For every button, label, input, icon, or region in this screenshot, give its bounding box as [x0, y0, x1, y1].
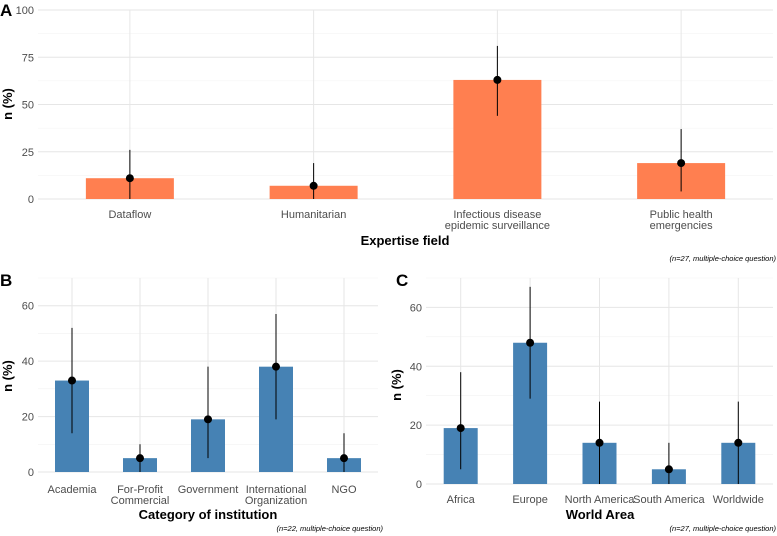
- panel-a-y-axis-title: n (%): [0, 88, 15, 120]
- panel-c-point: [595, 438, 604, 447]
- panel-c-tag: C: [396, 271, 408, 290]
- panel-a-x-tick-label: Infectious disease epidemic surveillance: [445, 209, 550, 232]
- panel-a-y-tick-label: 75: [22, 52, 34, 64]
- panel-c-y-tick-label: 40: [410, 361, 422, 373]
- panel-b-x-tick-label: NGO: [331, 484, 357, 496]
- panel-c-caption: (n=27, multiple-choice question): [669, 524, 776, 533]
- panel-b-caption: (n=22, multiple-choice question): [276, 524, 383, 533]
- panel-c-x-tick-label: Worldwide: [713, 494, 764, 506]
- panel-a-point: [677, 159, 686, 168]
- panel-b-y-tick-label: 40: [22, 356, 34, 368]
- panel-b: 0 20 40 60 Academia For-Profit Commercial Gover…: [0, 271, 383, 533]
- panel-b-y-tick-label: 60: [22, 301, 34, 313]
- panel-b-x-tick-label: For-Profit Commercial: [111, 484, 170, 507]
- panel-b-x-axis-title: Category of institution: [139, 507, 278, 522]
- panel-b-x-tick-label: Government: [178, 484, 239, 496]
- panel-c-x-tick-label: Europe: [512, 494, 547, 506]
- panel-a-x-tick-label: Dataflow: [108, 209, 151, 221]
- panel-b-tag: B: [0, 271, 12, 290]
- panel-a-tag: A: [0, 1, 12, 20]
- panel-c-point: [664, 465, 673, 474]
- panel-b-y-tick-label: 20: [22, 412, 34, 424]
- panel-a: 0 25 50 75 100 Dataflow Humanitarian Infectious…: [0, 1, 776, 263]
- panel-a-y-tick-label: 25: [22, 147, 34, 159]
- panel-b-y-axis-title: n (%): [0, 360, 15, 392]
- panel-c-point: [456, 424, 465, 433]
- panel-a-y-tick-label: 100: [16, 5, 34, 17]
- panel-b-x-tick-label: Academia: [48, 484, 98, 496]
- panel-b-point: [272, 362, 280, 371]
- panel-b-point: [136, 454, 144, 463]
- panel-c-x-axis-title: World Area: [566, 507, 635, 522]
- panel-a-point: [309, 181, 318, 190]
- panel-b-point: [204, 415, 212, 424]
- panel-c-x-tick-label: North America: [565, 494, 636, 506]
- panel-c-point: [526, 338, 535, 347]
- panel-a-caption: (n=27, multiple-choice question): [669, 254, 776, 263]
- panel-a-point: [493, 75, 502, 84]
- panel-b-point: [340, 454, 348, 463]
- panel-a-x-axis-title: Expertise field: [361, 233, 450, 248]
- panel-a-x-tick-label: Public health emergencies: [650, 209, 713, 232]
- panel-a-y-tick-label: 50: [22, 100, 34, 112]
- panel-c-point: [734, 438, 743, 447]
- panel-b-x-tick-label: International Organization: [245, 484, 307, 507]
- panel-c-x-tick-label: Africa: [447, 494, 476, 506]
- panel-b-point: [68, 376, 76, 385]
- panel-a-x-tick-label: Humanitarian: [281, 209, 346, 221]
- panel-c-y-tick-label: 0: [416, 479, 422, 491]
- panel-c-x-tick-label: South America: [633, 494, 705, 506]
- panel-a-y-tick-label: 0: [28, 194, 34, 206]
- panel-a-point: [125, 174, 134, 183]
- panel-c-y-axis-title: n (%): [389, 369, 404, 401]
- panel-c-y-tick-label: 60: [410, 302, 422, 314]
- panel-b-y-tick-label: 0: [28, 467, 34, 479]
- panel-c-y-tick-label: 20: [410, 420, 422, 432]
